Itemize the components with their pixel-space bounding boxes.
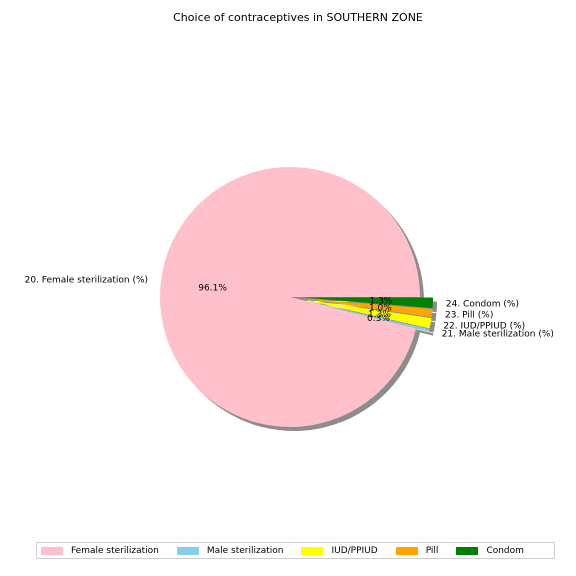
pct-label-female-sterilization: 96.1% [198,283,227,293]
legend-swatch-pill [395,546,418,555]
legend-item-condom: Condom [456,545,524,556]
legend-label-pill: Pill [425,545,439,556]
legend-item-pill: Pill [395,545,439,556]
legend-swatch-female-sterilization [41,546,63,555]
slice-male-sterilization [302,300,430,332]
legend: Female sterilization Male sterilization IU… [36,542,555,559]
legend-swatch-male-sterilization [176,546,199,555]
slice-label-male-sterilization: 21. Male sterilization (%) [442,329,554,339]
slice-label-female-sterilization: 20. Female sterilization (%) [25,276,148,286]
percent-labels: 96.1%0.3%1.3%1.0%1.3% [198,283,393,324]
legend-swatch-iud-ppiud [301,546,324,555]
slice-female-sterilization [159,167,420,427]
legend-item-male-sterilization: Male sterilization [176,545,284,556]
slice-iud-ppiud [302,299,432,329]
legend-item-iud-ppiud: IUD/PPIUD [301,545,378,556]
slice-label-pill: 23. Pill (%) [445,311,493,321]
pct-label-pill: 1.0% [369,303,392,313]
pie-slices [159,167,433,427]
slice-pill [302,298,433,318]
legend-item-female-sterilization: Female sterilization [41,546,159,556]
slice-labels: 20. Female sterilization (%) 21. Male ste… [25,276,554,340]
pct-label-condom: 1.3% [369,297,392,307]
pct-label-male-sterilization: 0.3% [367,314,390,324]
legend-label-iud-ppiud: IUD/PPIUD [331,545,378,556]
legend-swatch-condom [456,546,479,555]
legend-label-female-sterilization: Female sterilization [71,545,159,556]
slice-label-iud-ppiud: 22. IUD/PPIUD (%) [443,322,525,332]
pct-label-iud-ppiud: 1.3% [368,310,391,320]
legend-label-male-sterilization: Male sterilization [206,545,284,556]
legend-label-condom: Condom [486,545,524,556]
slice-label-condom: 24. Condom (%) [446,299,519,309]
slice-condom [302,297,433,309]
chart-title: Choice of contraceptives in SOUTHERN ZON… [173,11,423,24]
